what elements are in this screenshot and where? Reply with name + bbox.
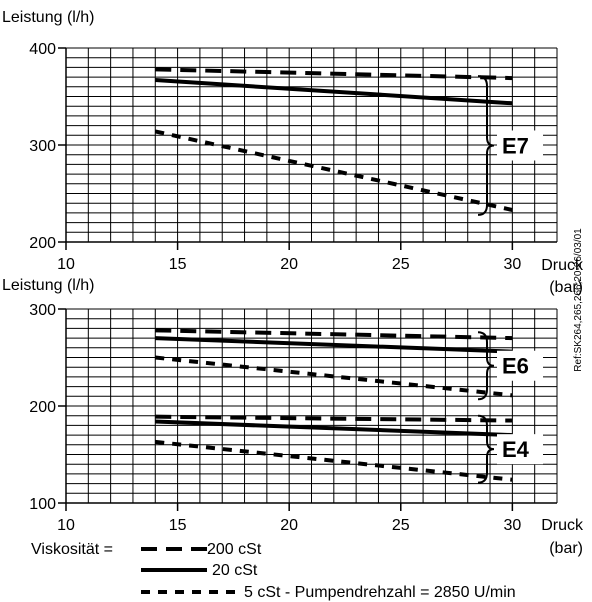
y-tick-label: 300 xyxy=(29,138,56,155)
x-axis-unit: (bar) xyxy=(549,540,583,557)
x-tick-label: 20 xyxy=(280,256,298,273)
x-tick-label: 30 xyxy=(503,517,521,534)
group-label-background xyxy=(497,434,543,465)
group-label-e7: E7 xyxy=(502,133,529,158)
x-tick-label: 25 xyxy=(392,256,410,273)
series-line-long-dash-4 xyxy=(155,414,513,423)
legend-label: 5 cSt - Pumpendrehzahl = 2850 U/min xyxy=(244,584,516,601)
group-brace-e6 xyxy=(477,331,495,401)
x-tick-label: 25 xyxy=(392,517,410,534)
y-tick-label: 200 xyxy=(29,235,56,252)
series-line-solid-2 xyxy=(155,336,513,354)
x-tick-label: 30 xyxy=(503,256,521,273)
x-axis-label: Druck xyxy=(541,517,584,534)
group-brace-e4 xyxy=(477,414,495,484)
y-tick-label: 300 xyxy=(29,302,56,319)
group-label-background xyxy=(497,130,543,161)
legend-label: 20 cSt xyxy=(212,562,258,579)
series-line-short-dash-6 xyxy=(155,439,513,482)
group-label-e6: E6 xyxy=(502,354,529,379)
y-tick-label: 100 xyxy=(29,496,56,513)
x-tick-label: 10 xyxy=(57,256,75,273)
legend-label: 200 cSt xyxy=(207,541,262,558)
chart-panel-1: 200 300 400 10 15 20 25 30 Leistung (l/h) Druck (b… xyxy=(2,9,584,296)
series-line-long-dash-1 xyxy=(155,67,513,81)
group-brace-e7 xyxy=(477,75,495,216)
group-label-e4: E4 xyxy=(502,437,530,462)
charts-layer: 200 300 400 10 15 20 25 30 Leistung (l/h) Druck (b… xyxy=(2,9,584,557)
legend-prefix: Viskosität = xyxy=(31,541,113,558)
x-tick-label: 10 xyxy=(57,517,75,534)
y-tick-label: 400 xyxy=(29,41,56,58)
chart-panel-2: 100 200 300 10 15 20 25 30 Leistung (l/h) Druck (b… xyxy=(2,277,584,557)
series-line-long-dash-1 xyxy=(155,328,513,341)
x-axis-unit: (bar) xyxy=(549,279,583,296)
x-tick-label: 15 xyxy=(169,517,187,534)
y-axis-label: Leistung (l/h) xyxy=(2,277,95,294)
series-line-short-dash-3 xyxy=(155,355,513,398)
series-line-solid-5 xyxy=(155,419,513,438)
y-axis-label: Leistung (l/h) xyxy=(2,9,95,26)
series-line-solid-2 xyxy=(155,78,513,106)
reference-note: Ref:SK264,265,266;20-26/03/01 xyxy=(573,228,584,372)
x-axis-label: Druck xyxy=(541,257,584,274)
y-tick-label: 200 xyxy=(29,399,56,416)
x-tick-label: 15 xyxy=(169,256,187,273)
group-label-background xyxy=(497,350,543,381)
x-tick-label: 20 xyxy=(280,517,298,534)
legend: Viskosität = 200 cSt 20 cSt 5 cSt - Pumpend… xyxy=(31,541,516,601)
